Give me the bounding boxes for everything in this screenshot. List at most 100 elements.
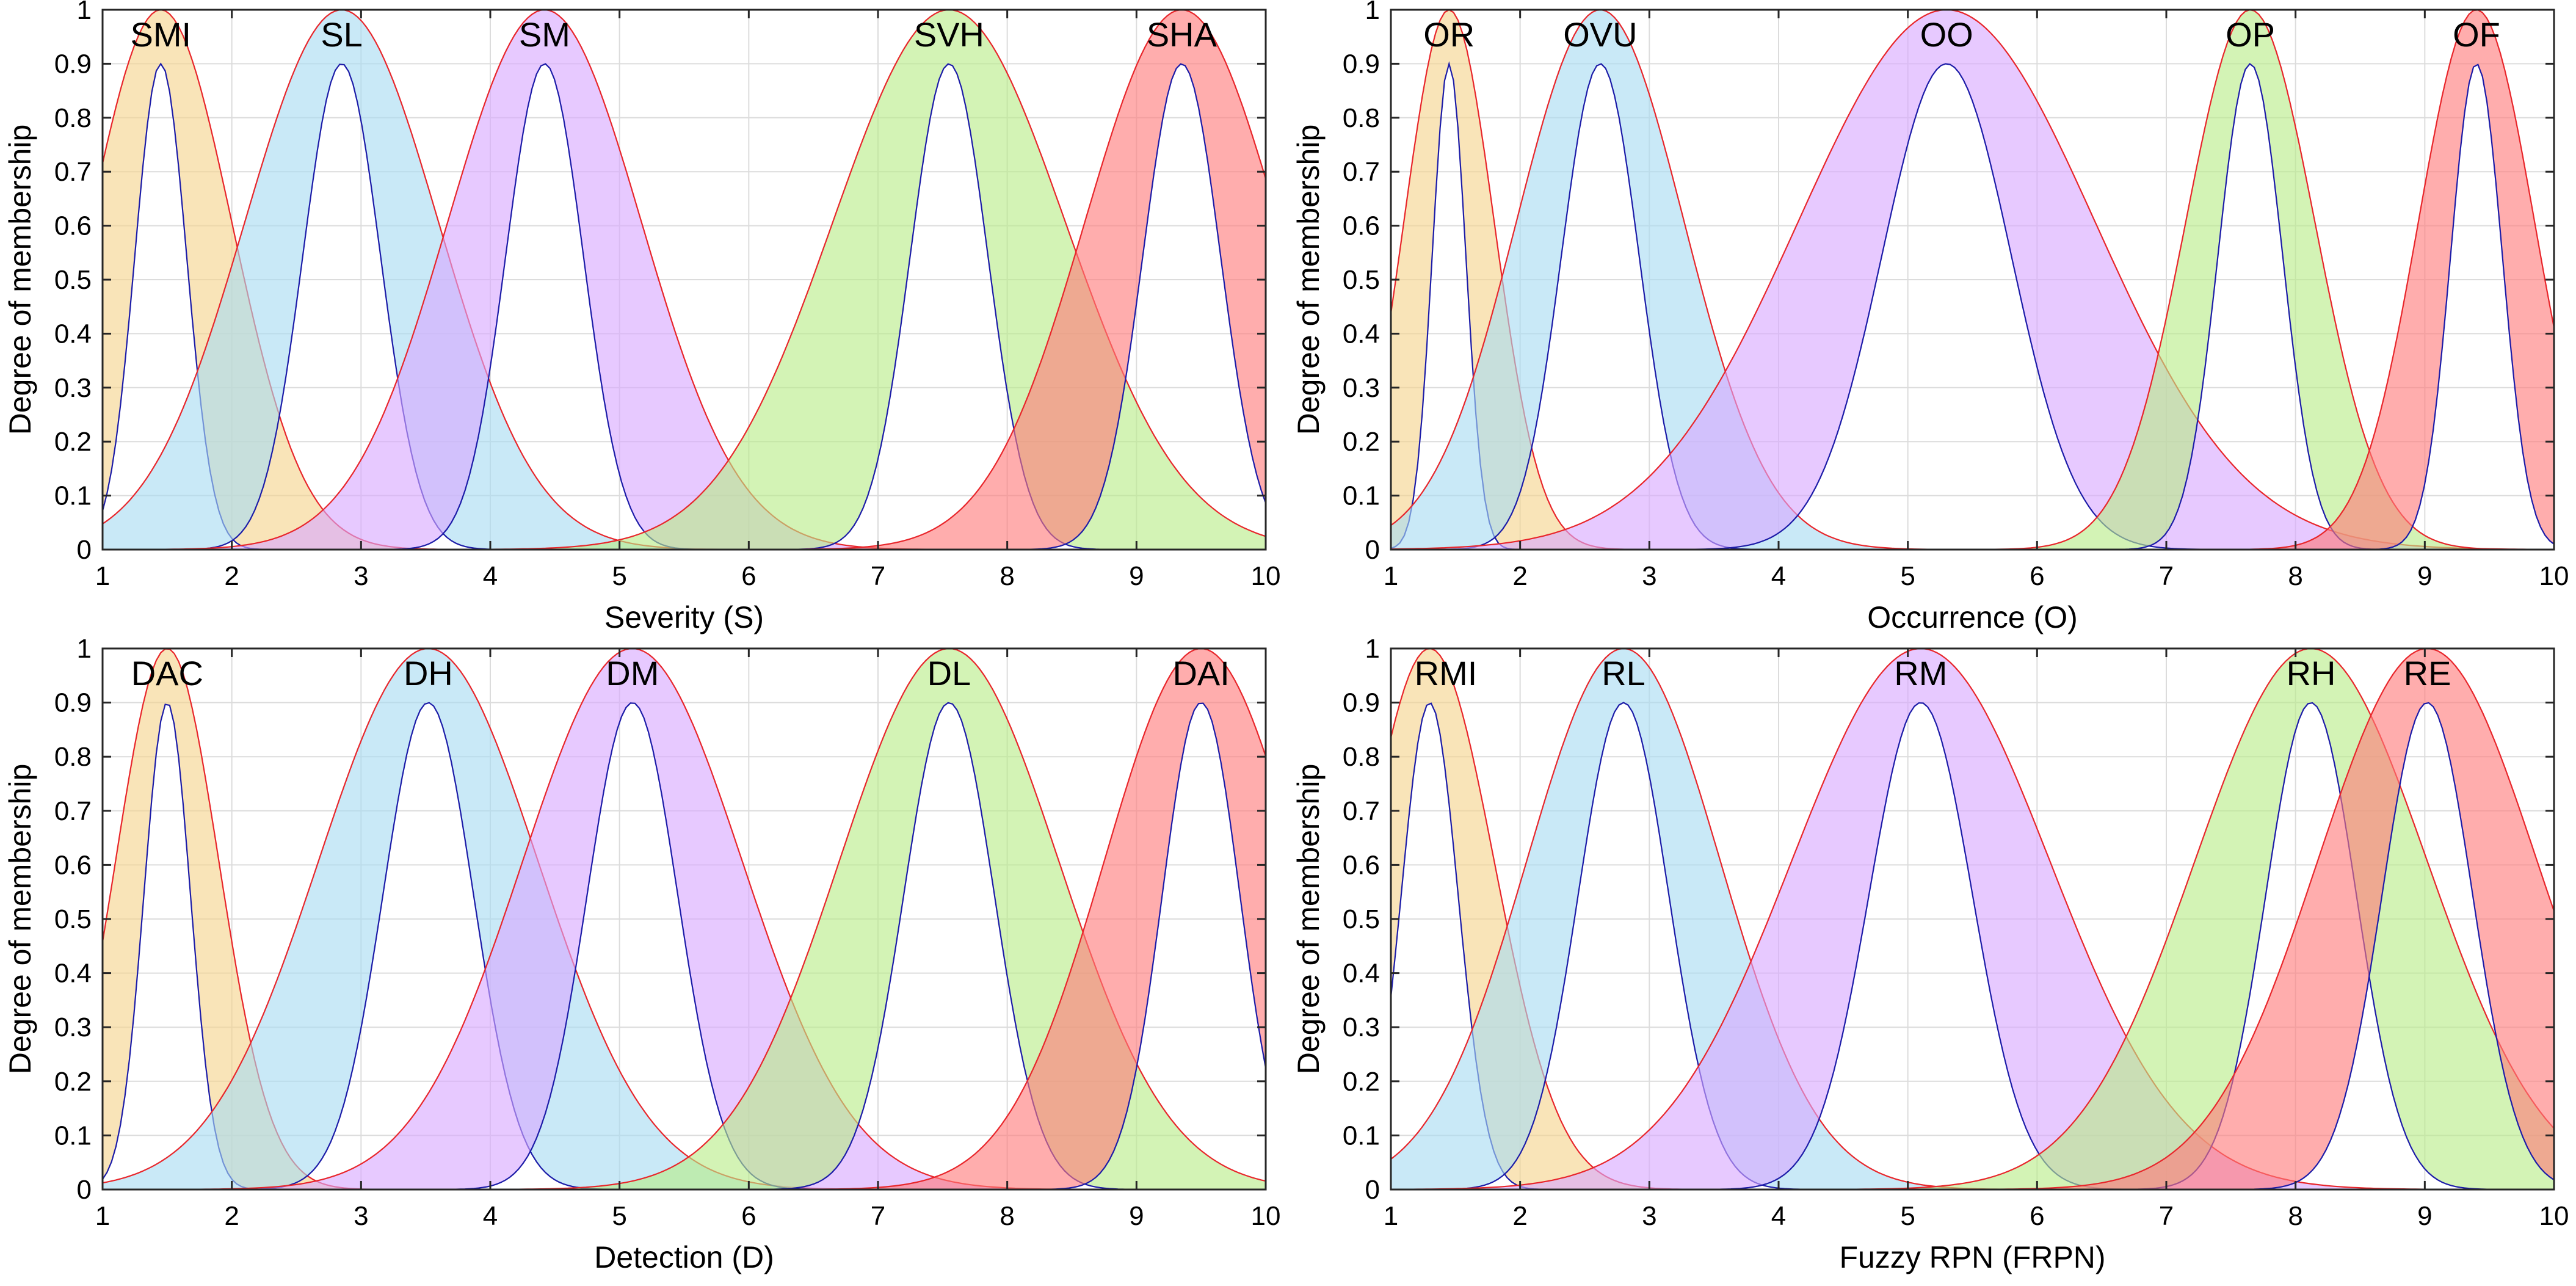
y-tick-label: 0.1 xyxy=(1343,481,1380,511)
mf-label-oo: OO xyxy=(1920,15,1973,54)
y-tick-label: 0.3 xyxy=(54,373,92,403)
upper-curve-dl xyxy=(103,648,1266,1190)
mf-label-re: RE xyxy=(2404,654,2451,692)
band-sha xyxy=(103,10,1266,550)
x-tick-label: 10 xyxy=(2539,1201,2569,1231)
y-tick-label: 1 xyxy=(77,0,92,25)
y-tick-label: 0.9 xyxy=(54,49,92,79)
upper-curve-smi xyxy=(103,10,1266,550)
y-axis-label: Degree of membership xyxy=(3,764,37,1075)
x-tick-label: 1 xyxy=(95,1201,110,1231)
mf-label-dai: DAI xyxy=(1172,654,1229,692)
x-tick-label: 10 xyxy=(1251,1201,1281,1231)
y-tick-label: 0.1 xyxy=(54,1121,92,1150)
y-tick-label: 0.6 xyxy=(54,211,92,241)
lower-curve-dh xyxy=(103,702,1266,1190)
y-tick-label: 0.3 xyxy=(1343,1012,1380,1042)
y-tick-label: 0.7 xyxy=(1343,796,1380,826)
band-dm xyxy=(103,648,1266,1190)
y-tick-label: 0.7 xyxy=(1343,157,1380,187)
upper-curve-of xyxy=(1391,10,2554,550)
x-axis-label: Occurrence (O) xyxy=(1867,600,2078,634)
x-tick-label: 4 xyxy=(1771,561,1786,591)
mf-label-dl: DL xyxy=(927,654,971,692)
x-axis-label: Severity (S) xyxy=(604,600,764,634)
band-dl xyxy=(103,648,1266,1190)
lower-curve-sha xyxy=(103,63,1266,550)
y-axis-label: Degree of membership xyxy=(1291,764,1326,1075)
y-axis-label: Degree of membership xyxy=(3,125,37,435)
mf-label-rh: RH xyxy=(2287,654,2336,692)
lower-curve-dai xyxy=(103,702,1266,1190)
y-tick-label: 0.5 xyxy=(1343,904,1380,934)
lower-curve-svh xyxy=(103,63,1266,550)
lower-curve-re xyxy=(1391,702,2554,1190)
y-tick-label: 0.2 xyxy=(1343,427,1380,457)
x-tick-label: 6 xyxy=(741,1201,756,1231)
y-tick-label: 1 xyxy=(77,634,92,664)
chart-panel-3: 1 2 3 4 5 6 7 8 9 10 0 0.1 0.2 0.3 0.4 0.5 0.6 0.7 0.8 0.9 1… xyxy=(3,634,1280,1274)
x-tick-label: 10 xyxy=(1251,561,1281,591)
y-axis-label: Degree of membership xyxy=(1291,125,1326,435)
y-tick-label: 0.3 xyxy=(1343,373,1380,403)
upper-curve-rmi xyxy=(1391,648,2554,1190)
chart-panel-1: 1 2 3 4 5 6 7 8 9 10 0 0.1 0.2 0.3 0.4 0.5 0.6 0.7 0.8 0.9 1… xyxy=(3,0,1280,634)
x-tick-label: 8 xyxy=(2288,561,2302,591)
upper-curve-rh xyxy=(1391,648,2554,1190)
x-axis-label: Detection (D) xyxy=(594,1240,774,1274)
x-tick-label: 9 xyxy=(1129,1201,1144,1231)
x-tick-label: 4 xyxy=(1771,1201,1786,1231)
y-tick-label: 0 xyxy=(1365,1175,1380,1205)
y-tick-label: 0.8 xyxy=(1343,742,1380,772)
y-tick-label: 0.3 xyxy=(54,1012,92,1042)
y-tick-label: 0.7 xyxy=(54,157,92,187)
x-tick-label: 5 xyxy=(612,561,626,591)
y-tick-label: 0.8 xyxy=(54,742,92,772)
band-rl xyxy=(1391,648,2554,1190)
y-tick-label: 0 xyxy=(77,1175,92,1205)
lower-curve-rm xyxy=(1391,702,2554,1190)
band-op xyxy=(1391,10,2554,550)
band-dh xyxy=(103,648,1266,1190)
mf-label-sha: SHA xyxy=(1147,15,1217,54)
x-tick-label: 4 xyxy=(483,561,498,591)
y-tick-label: 0.8 xyxy=(54,103,92,133)
mf-label-rmi: RMI xyxy=(1415,654,1478,692)
x-tick-label: 1 xyxy=(95,561,110,591)
x-tick-label: 2 xyxy=(224,561,239,591)
x-tick-label: 2 xyxy=(1512,561,1527,591)
mf-label-dac: DAC xyxy=(131,654,203,692)
mf-label-rl: RL xyxy=(1602,654,1645,692)
lower-curve-rl xyxy=(1391,702,2554,1190)
y-tick-label: 0.2 xyxy=(54,427,92,457)
x-tick-label: 5 xyxy=(1900,561,1915,591)
x-tick-label: 8 xyxy=(1000,561,1014,591)
mf-label-svh: SVH xyxy=(914,15,984,54)
chart-panel-4: 1 2 3 4 5 6 7 8 9 10 0 0.1 0.2 0.3 0.4 0.5 0.6 0.7 0.8 0.9 1… xyxy=(1291,634,2569,1274)
y-tick-label: 0.9 xyxy=(54,688,92,718)
x-axis-label: Fuzzy RPN (FRPN) xyxy=(1839,1240,2105,1274)
x-tick-label: 9 xyxy=(1129,561,1144,591)
band-svh xyxy=(103,10,1266,550)
x-tick-label: 4 xyxy=(483,1201,498,1231)
x-tick-label: 2 xyxy=(224,1201,239,1231)
x-tick-label: 9 xyxy=(2417,561,2432,591)
upper-curve-dh xyxy=(103,648,1266,1190)
x-tick-label: 10 xyxy=(2539,561,2569,591)
y-tick-label: 0.1 xyxy=(54,481,92,511)
band-rm xyxy=(1391,648,2554,1190)
x-tick-label: 3 xyxy=(354,561,368,591)
band-ovu xyxy=(1391,10,2554,550)
upper-curve-sm xyxy=(103,10,1266,550)
x-tick-label: 7 xyxy=(871,561,885,591)
x-tick-label: 6 xyxy=(2030,1201,2044,1231)
chart-panel-2: 1 2 3 4 5 6 7 8 9 10 0 0.1 0.2 0.3 0.4 0.5 0.6 0.7 0.8 0.9 1… xyxy=(1291,0,2569,634)
mf-label-smi: SMI xyxy=(130,15,191,54)
y-tick-label: 0.5 xyxy=(1343,265,1380,295)
y-tick-label: 0.1 xyxy=(1343,1121,1380,1150)
series-layer xyxy=(103,648,1266,1190)
y-tick-label: 0 xyxy=(77,535,92,565)
lower-curve-ovu xyxy=(1391,63,2554,550)
mf-label-sl: SL xyxy=(321,15,363,54)
